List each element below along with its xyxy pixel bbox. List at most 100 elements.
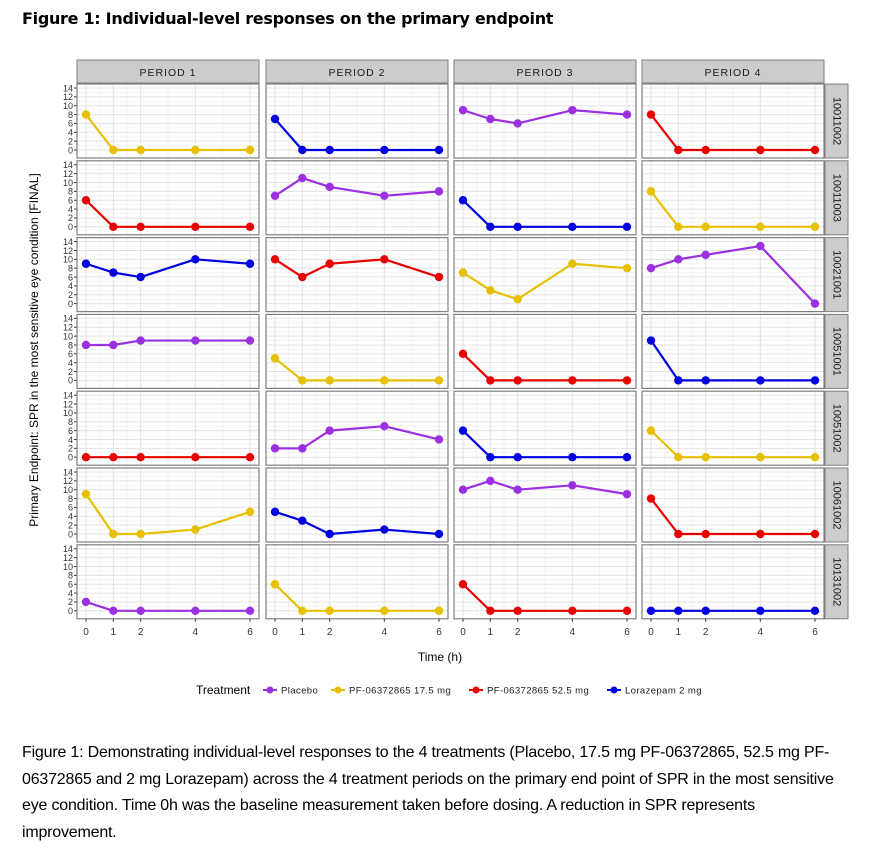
data-point xyxy=(298,272,307,282)
data-point xyxy=(270,507,280,517)
y-tick-label: 6 xyxy=(68,272,73,282)
panel-border xyxy=(453,544,637,620)
data-point xyxy=(646,426,656,435)
data-point xyxy=(622,110,632,119)
panel-border xyxy=(641,313,825,389)
data-point xyxy=(434,145,444,155)
row-strip-label: 10051002 xyxy=(831,404,843,453)
y-tick-label: 12 xyxy=(63,553,73,563)
y-tick-label: 8 xyxy=(68,263,73,273)
x-tick-label: 4 xyxy=(193,627,199,638)
figure-title: Figure 1: Individual-level responses on … xyxy=(22,9,554,28)
data-point xyxy=(568,259,577,268)
y-tick-label: 12 xyxy=(63,92,73,102)
panel-border xyxy=(453,160,637,236)
data-point xyxy=(674,529,683,539)
data-point xyxy=(434,272,444,282)
y-tick-label: 0 xyxy=(68,222,73,232)
y-tick-label: 4 xyxy=(68,128,73,138)
data-point xyxy=(136,145,145,155)
data-point xyxy=(245,222,255,231)
x-tick-label: 6 xyxy=(436,627,442,638)
data-point xyxy=(380,145,389,155)
strip-background xyxy=(824,390,849,466)
data-point xyxy=(434,529,444,539)
data-point xyxy=(674,145,683,155)
legend: Treatment Placebo PF-06372865 17.5 mg PF-06… xyxy=(196,683,702,697)
panel-border xyxy=(76,160,260,236)
data-point xyxy=(270,114,280,124)
facet-panel xyxy=(453,237,637,313)
strip-background xyxy=(453,59,637,84)
data-point xyxy=(756,222,765,231)
data-point xyxy=(646,187,656,196)
data-point xyxy=(136,453,145,462)
data-point xyxy=(756,529,765,539)
facet-panel xyxy=(641,83,825,159)
strip-label: PERIOD 1 xyxy=(139,67,196,79)
data-point xyxy=(270,255,280,264)
data-point xyxy=(513,485,522,494)
data-point xyxy=(136,606,145,615)
data-point xyxy=(109,268,118,277)
legend-key-point xyxy=(610,686,618,694)
facet-panel xyxy=(265,467,449,543)
data-point xyxy=(458,105,468,115)
data-point xyxy=(325,259,334,268)
data-point xyxy=(245,507,255,517)
strip-label: PERIOD 3 xyxy=(516,67,573,79)
data-point xyxy=(568,481,577,490)
data-point xyxy=(298,444,307,453)
data-point xyxy=(109,529,118,539)
data-point xyxy=(325,145,334,155)
x-tick-label: 1 xyxy=(676,627,682,638)
y-tick-label: 2 xyxy=(68,520,73,530)
strip-label: PERIOD 2 xyxy=(328,67,385,79)
facet-panel xyxy=(453,313,637,389)
panel-border xyxy=(265,313,449,389)
data-point xyxy=(109,222,118,231)
data-point xyxy=(701,145,710,155)
facet-panel xyxy=(76,544,260,620)
y-tick-label: 2 xyxy=(68,367,73,377)
y-tick-label: 4 xyxy=(68,358,73,368)
figure-caption: Figure 1: Demonstrating individual-level… xyxy=(22,744,834,841)
facet-strip-column: PERIOD 1 xyxy=(76,59,260,84)
y-tick-label: 8 xyxy=(68,187,73,197)
data-point xyxy=(245,606,255,615)
data-point xyxy=(810,145,820,155)
panel-border xyxy=(641,390,825,466)
facet-panel xyxy=(641,467,825,543)
data-point xyxy=(674,255,683,264)
data-point xyxy=(622,489,632,499)
data-point xyxy=(458,426,468,435)
data-point xyxy=(109,453,118,462)
data-point xyxy=(270,444,280,453)
x-tick-label: 6 xyxy=(247,627,253,638)
y-tick-label: 10 xyxy=(63,408,73,418)
data-point xyxy=(486,376,495,385)
data-point xyxy=(81,453,91,462)
data-point xyxy=(674,453,683,462)
y-tick-label: 8 xyxy=(68,110,73,120)
data-point xyxy=(756,606,765,615)
x-tick-label: 2 xyxy=(515,627,521,638)
x-tick-label: 2 xyxy=(703,627,709,638)
panel-border xyxy=(76,390,260,466)
data-point xyxy=(325,606,334,615)
data-point xyxy=(325,426,334,435)
data-point xyxy=(81,259,91,268)
y-tick-label: 6 xyxy=(68,119,73,129)
x-tick-label: 4 xyxy=(382,627,388,638)
y-tick-label: 14 xyxy=(63,544,73,554)
y-tick-label: 10 xyxy=(63,255,73,265)
data-point xyxy=(486,114,495,124)
legend-label: Lorazepam 2 mg xyxy=(625,686,702,697)
y-tick-label: 4 xyxy=(68,588,73,598)
facet-panel xyxy=(641,313,825,389)
x-tick-label: 6 xyxy=(624,627,630,638)
y-tick-label: 0 xyxy=(68,453,73,463)
data-point xyxy=(325,376,334,385)
data-point xyxy=(81,110,91,119)
data-point xyxy=(674,376,683,385)
